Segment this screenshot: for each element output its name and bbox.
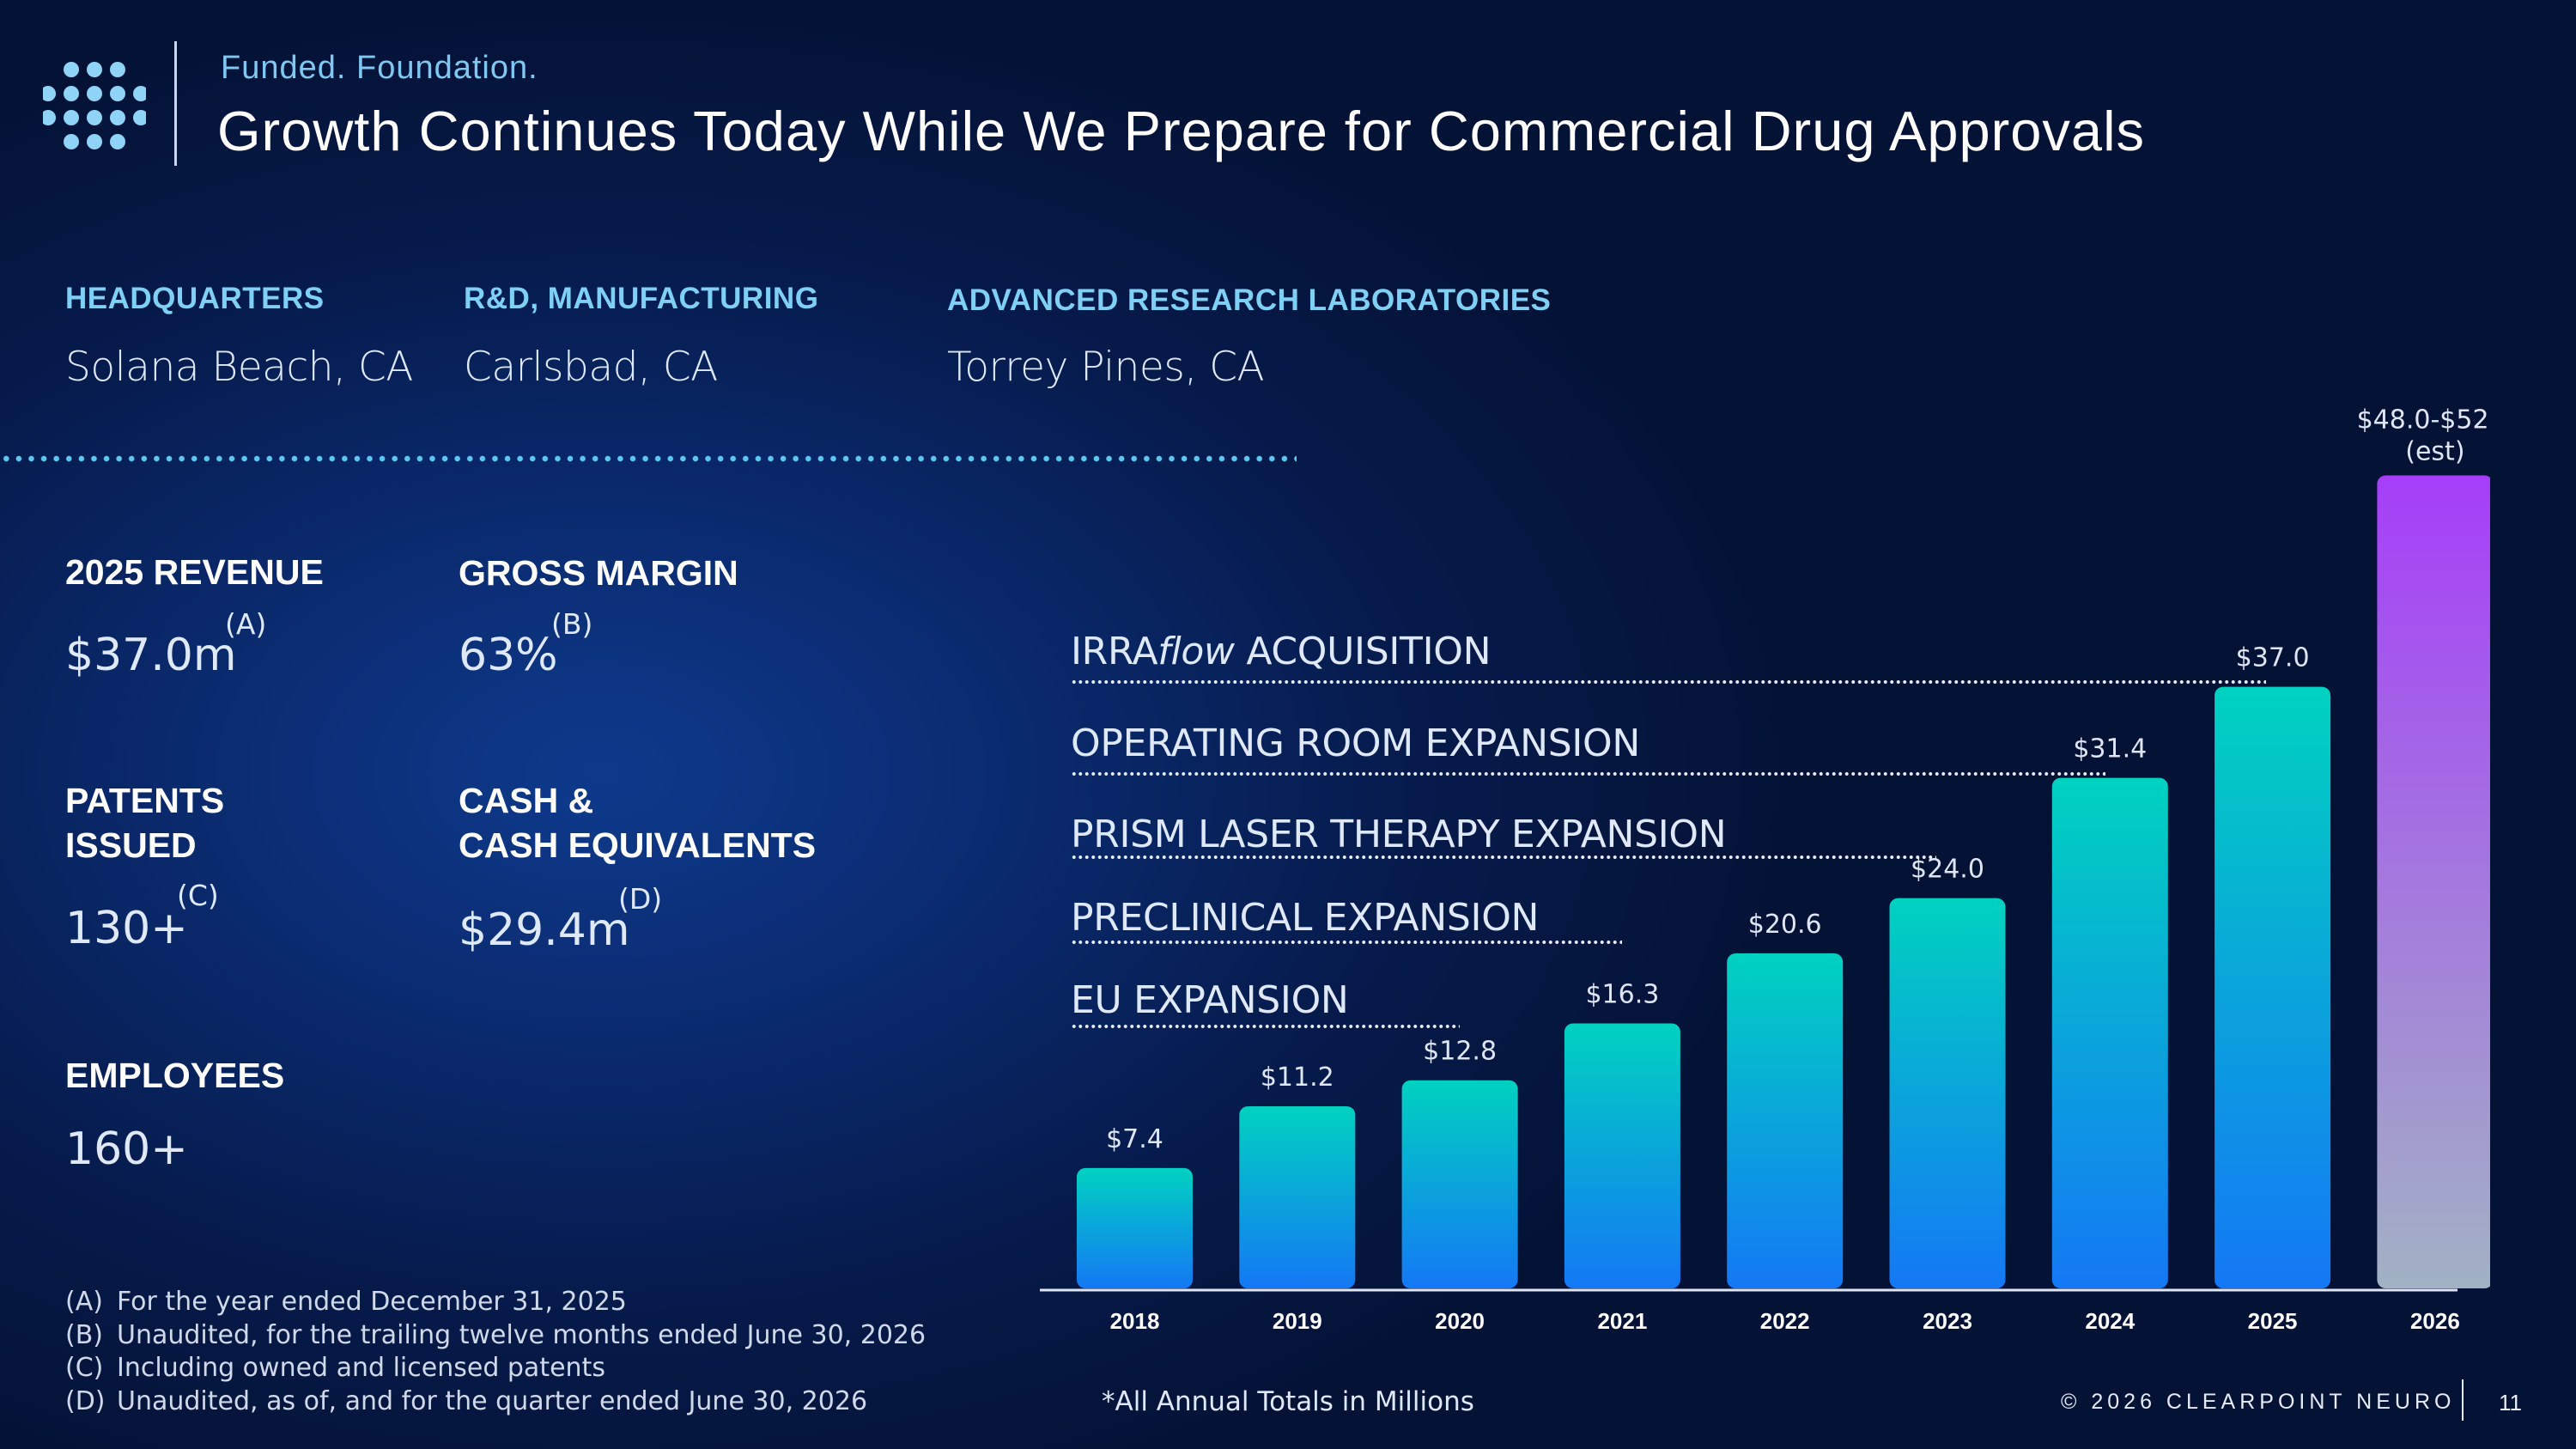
cash-label-line1: CASH & [459, 781, 594, 820]
footnote-d: (D) Unaudited, as of, and for the quarter… [65, 1385, 868, 1416]
footnotes: (A) For the year ended December 31, 2025 … [65, 1286, 926, 1418]
bar-2021 [1564, 1023, 1680, 1288]
chart-note: *All Annual Totals in Millions [1102, 1386, 1474, 1417]
milestone-operating-room: OPERATING ROOM EXPANSION [1071, 721, 1641, 765]
revenue-footnote-ref: (A) [225, 607, 267, 641]
data-label-2023: $24.0 [1911, 855, 1984, 885]
bar-2026 [2377, 475, 2490, 1288]
data-label-2024: $31.4 [2073, 734, 2147, 764]
milestone-eu-expansion: EU EXPANSION [1071, 978, 1349, 1022]
gross-margin-value: 63% [459, 630, 558, 681]
revenue-bar-chart: $7.4 $11.2 $12.8 $16.3 $20.6 $24.0 $31.4 $37.0 $… [1040, 405, 2490, 1334]
bar-2019 [1239, 1105, 1356, 1288]
milestone-preclinical: PRECLINICAL EXPANSION [1071, 896, 1540, 940]
data-label-2021: $16.3 [1585, 979, 1659, 1009]
logo-icon [43, 62, 146, 149]
bar-2025 [2215, 686, 2331, 1288]
slide-subtitle: Funded. Foundation. [221, 50, 538, 86]
data-label-2026: $48.0-$52.0 [2357, 405, 2490, 435]
patents-label-line1: PATENTS [65, 781, 225, 820]
headquarters-label: HEADQUARTERS [65, 282, 325, 315]
milestone-line-eu [1071, 1025, 1460, 1028]
chart-data-labels: $7.4 $11.2 $12.8 $16.3 $20.6 $24.0 $31.4 $37.0 $… [1106, 405, 2490, 1154]
data-label-2022: $20.6 [1748, 910, 1822, 940]
patents-footnote-ref: (C) [177, 879, 219, 912]
employees-label: EMPLOYEES [65, 1056, 285, 1095]
research-labs-value: Torrey Pines, CA [947, 344, 1265, 391]
data-label-2025: $37.0 [2236, 643, 2310, 673]
bar-2023 [1889, 898, 2006, 1288]
gross-margin-label: GROSS MARGIN [459, 553, 738, 593]
x-tick-2026: 2026 [2410, 1308, 2460, 1334]
x-tick-2019: 2019 [1273, 1308, 1322, 1334]
milestone-line-irraflow [1071, 680, 2266, 684]
x-tick-2021: 2021 [1597, 1308, 1647, 1334]
rd-manufacturing-value: Carlsbad, CA [464, 344, 718, 391]
milestone-line-prism [1071, 855, 1936, 859]
cash-value: $29.4m [459, 904, 630, 956]
copyright: © 2026 CLEARPOINT NEURO [2061, 1390, 2456, 1414]
patents-label-line2: ISSUED [65, 825, 197, 865]
chart-bars [1077, 475, 2490, 1288]
section-divider [0, 455, 1297, 462]
milestone-irraflow-acquisition: IRRAflow ACQUISITION [1071, 630, 1492, 673]
bar-2024 [2051, 777, 2168, 1288]
x-tick-2024: 2024 [2085, 1308, 2135, 1334]
x-tick-2023: 2023 [1923, 1308, 1972, 1334]
gross-margin-footnote-ref: (B) [551, 607, 593, 641]
x-tick-2018: 2018 [1110, 1308, 1160, 1334]
x-tick-2025: 2025 [2248, 1308, 2298, 1334]
research-labs-label: ADVANCED RESEARCH LABORATORIES [947, 283, 1552, 317]
data-label-est: (est) [2405, 437, 2464, 467]
headquarters-value: Solana Beach, CA [65, 344, 413, 391]
chart-x-tick-labels: 2018 2019 2020 2021 2022 2023 2024 2025 2026 [1110, 1308, 2460, 1334]
data-label-2020: $12.8 [1423, 1037, 1497, 1067]
page-number: 11 [2499, 1390, 2522, 1416]
data-label-2018: $7.4 [1106, 1124, 1163, 1154]
employees-value: 160+ [65, 1123, 188, 1175]
revenue-label: 2025 REVENUE [65, 552, 324, 592]
header-divider [174, 41, 177, 166]
footnote-c: (C) Including owned and licensed patents [65, 1353, 605, 1383]
milestone-prism-laser: PRISM LASER THERAPY EXPANSION [1071, 813, 1727, 856]
bar-2022 [1727, 953, 1844, 1288]
footnote-a: (A) For the year ended December 31, 2025 [65, 1287, 627, 1317]
x-tick-2022: 2022 [1760, 1308, 1810, 1334]
revenue-value: $37.0m [65, 630, 237, 681]
milestone-line-operating [1071, 772, 2105, 776]
footnote-b: (B) Unaudited, for the trailing twelve mo… [65, 1319, 927, 1350]
cash-label-line2: CASH EQUIVALENTS [459, 825, 817, 865]
patents-value: 130+ [65, 903, 188, 954]
cash-footnote-ref: (D) [618, 882, 663, 916]
footer-divider [2462, 1379, 2464, 1421]
rd-manufacturing-label: R&D, MANUFACTURING [464, 282, 819, 315]
x-tick-2020: 2020 [1435, 1308, 1485, 1334]
bar-2018 [1077, 1167, 1193, 1288]
milestone-line-preclinical [1071, 941, 1622, 944]
slide-title: Growth Continues Today While We Prepare … [217, 100, 2146, 162]
bar-2020 [1401, 1080, 1518, 1288]
data-label-2019: $11.2 [1261, 1062, 1334, 1093]
